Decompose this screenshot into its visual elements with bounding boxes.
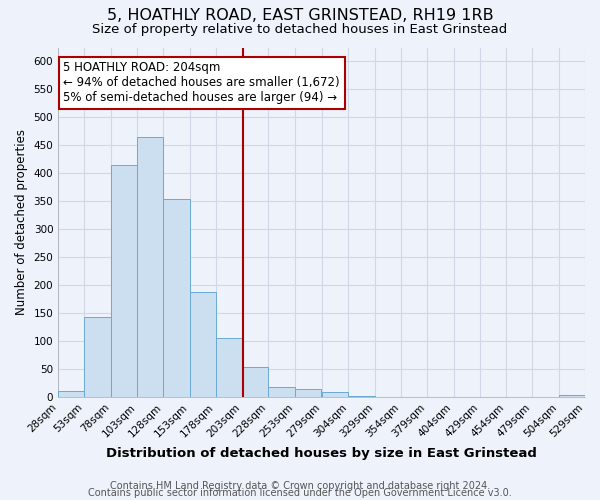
Bar [216, 338, 242, 397]
X-axis label: Distribution of detached houses by size in East Grinstead: Distribution of detached houses by size … [106, 447, 537, 460]
Bar [111, 165, 137, 397]
Bar [295, 389, 321, 397]
Bar [137, 137, 163, 397]
Bar [58, 392, 85, 397]
Y-axis label: Number of detached properties: Number of detached properties [15, 129, 28, 315]
Text: Contains public sector information licensed under the Open Government Licence v3: Contains public sector information licen… [88, 488, 512, 498]
Bar [322, 392, 349, 397]
Text: Contains HM Land Registry data © Crown copyright and database right 2024.: Contains HM Land Registry data © Crown c… [110, 481, 490, 491]
Text: Size of property relative to detached houses in East Grinstead: Size of property relative to detached ho… [92, 22, 508, 36]
Bar [268, 387, 295, 397]
Bar [559, 394, 585, 397]
Text: 5 HOATHLY ROAD: 204sqm
← 94% of detached houses are smaller (1,672)
5% of semi-d: 5 HOATHLY ROAD: 204sqm ← 94% of detached… [64, 62, 340, 104]
Bar [242, 367, 268, 397]
Bar [85, 317, 111, 397]
Bar [190, 292, 216, 397]
Bar [349, 396, 374, 397]
Bar [163, 199, 190, 397]
Text: 5, HOATHLY ROAD, EAST GRINSTEAD, RH19 1RB: 5, HOATHLY ROAD, EAST GRINSTEAD, RH19 1R… [107, 8, 493, 22]
